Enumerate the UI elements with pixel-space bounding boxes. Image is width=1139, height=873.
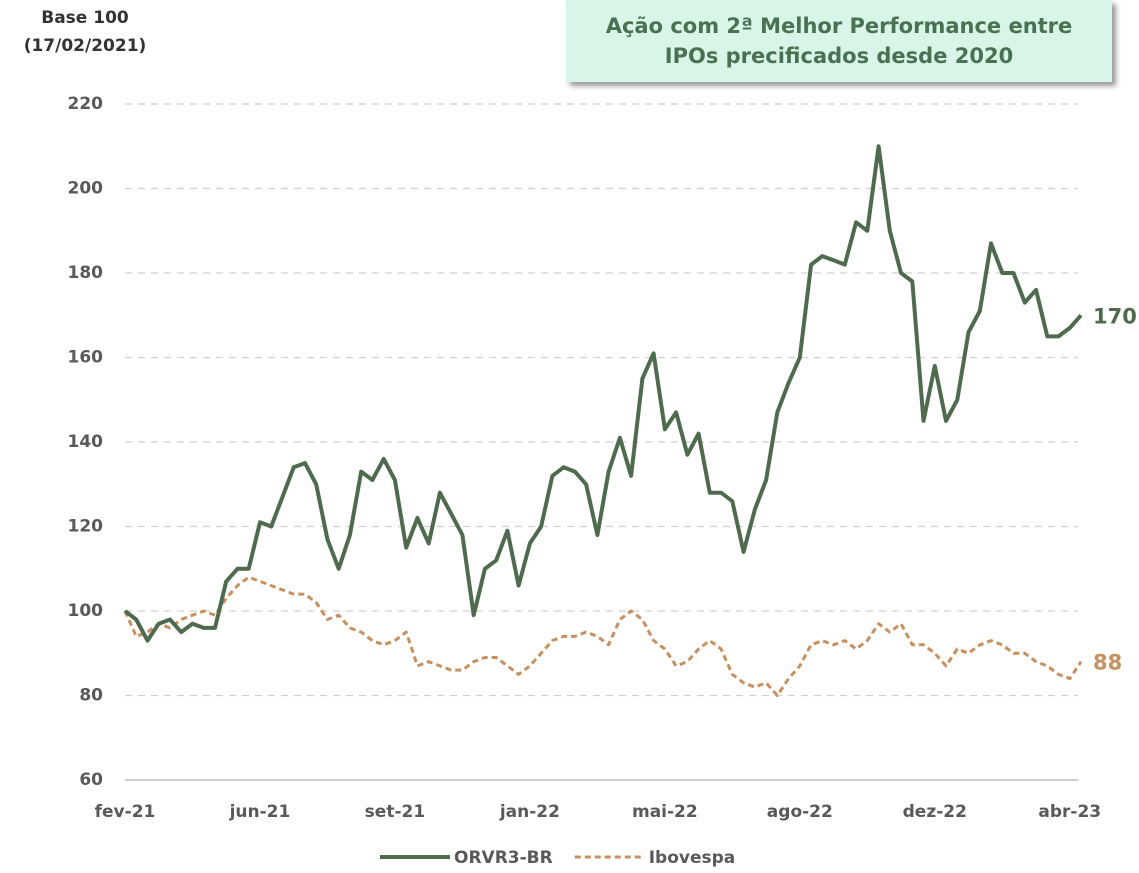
y-tick-label: 140	[68, 432, 104, 452]
x-tick-label: jan-22	[499, 802, 560, 822]
y-axis-label: Base 100 (17/02/2021)	[23, 8, 147, 56]
y-tick-label: 200	[68, 179, 104, 199]
y-tick-label: 60	[79, 770, 103, 790]
legend-label: ORVR3-BR	[454, 848, 553, 868]
legend-label: Ibovespa	[649, 848, 736, 868]
x-tick-label: mai-22	[632, 802, 698, 822]
x-tick-label: ago-22	[767, 802, 833, 822]
y-tick-label: 120	[68, 517, 104, 537]
y-tick-label: 80	[79, 686, 103, 706]
y-tick-label: 220	[68, 94, 104, 114]
x-tick-label: set-21	[365, 802, 426, 822]
x-tick-label: jun-21	[229, 802, 291, 822]
y-tick-label: 180	[68, 263, 104, 283]
data-line	[123, 575, 1083, 697]
y-tick-label: 160	[68, 348, 104, 368]
x-tick-label: dez-22	[903, 802, 967, 822]
x-tick-label: fev-21	[95, 802, 156, 822]
data-line	[123, 144, 1083, 643]
end-label: 88	[1093, 651, 1122, 675]
y-tick-label: 100	[68, 601, 104, 621]
end-label: 170	[1093, 304, 1137, 328]
chart-title: Ação com 2ª Melhor Performance entre IPO…	[566, 0, 1112, 82]
x-tick-label: abr-23	[1038, 802, 1101, 822]
